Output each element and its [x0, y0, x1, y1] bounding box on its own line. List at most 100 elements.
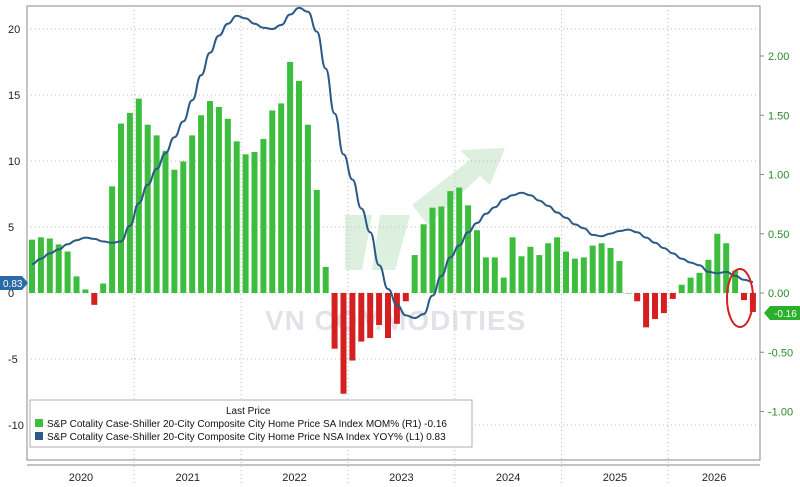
x-axis-years: 2020 2021 2022 2023 2024 2025 2026	[27, 464, 760, 484]
mom-bar	[118, 123, 124, 293]
mom-bar	[696, 272, 703, 293]
yoy-last-value: 0.83	[3, 279, 23, 290]
left-tick-label: -10	[8, 420, 24, 432]
mom-bar	[358, 293, 365, 342]
mom-bar	[242, 154, 249, 293]
mom-bar	[598, 243, 605, 293]
legend-item-yoy: S&P Cotality Case-Shiller 20-City Compos…	[47, 432, 446, 443]
highlight-circle	[726, 268, 754, 328]
year-label: 2020	[69, 472, 93, 484]
year-label: 2022	[282, 472, 306, 484]
mom-bar	[162, 150, 169, 293]
legend-item-mom: S&P Cotality Case-Shiller 20-City Compos…	[47, 419, 447, 430]
mom-bar	[180, 161, 187, 293]
yoy-last-value-tag: 0.83	[0, 276, 28, 290]
mom-bar	[456, 187, 463, 293]
mom-bar	[723, 243, 730, 293]
mom-bar	[554, 237, 561, 293]
mom-bar	[634, 293, 641, 302]
mom-bar	[429, 207, 436, 293]
mom-bar	[447, 191, 454, 293]
left-tick-label: 5	[8, 222, 14, 234]
left-tick-label: -5	[8, 354, 18, 366]
mom-bar	[402, 293, 409, 302]
mom-bar	[153, 135, 160, 293]
mom-bar	[625, 293, 632, 294]
mom-bars	[29, 61, 756, 394]
mom-bar	[580, 257, 587, 293]
left-axis-ticks: -10 -5 0 5 10 15 20	[8, 24, 24, 432]
mom-bar	[500, 277, 507, 293]
mom-bar	[340, 293, 347, 394]
mom-bar	[589, 245, 596, 293]
mom-bar	[616, 261, 623, 293]
mom-bar	[563, 251, 569, 293]
mom-bar	[669, 293, 676, 299]
mom-bar	[536, 255, 543, 293]
mom-last-value-tag: -0.16	[764, 306, 800, 320]
mom-bar	[82, 289, 89, 293]
mom-bar	[376, 293, 383, 325]
mom-bar	[643, 293, 650, 328]
year-label: 2023	[389, 472, 413, 484]
mom-bar	[278, 103, 285, 294]
mom-bar	[233, 141, 240, 293]
mom-bar	[189, 135, 196, 293]
mom-bar	[304, 124, 311, 293]
mom-bar	[474, 230, 480, 293]
left-tick-label: 20	[8, 24, 20, 36]
year-label: 2025	[603, 472, 627, 484]
legend-header: Last Price	[226, 406, 271, 417]
mom-bar	[126, 112, 133, 293]
mom-bar	[438, 206, 445, 293]
mom-bar	[171, 169, 178, 293]
legend-swatch-mom	[35, 419, 43, 427]
mom-bar	[55, 244, 62, 293]
mom-bar	[491, 257, 498, 293]
mom-bar	[714, 233, 721, 293]
yoy-line	[31, 6, 753, 320]
mom-bar	[367, 293, 374, 339]
mom-last-value: -0.16	[774, 309, 797, 320]
mom-bar	[465, 205, 472, 293]
right-axis-ticks: -1.00 -0.50 0.00 0.50 1.00 1.50 2.00	[760, 51, 793, 419]
right-tick-label: 1.50	[768, 110, 789, 122]
mom-bar	[527, 246, 534, 293]
mom-bar	[46, 238, 53, 293]
mom-bar	[571, 258, 578, 293]
right-tick-label: -1.00	[768, 407, 793, 419]
mom-bar	[509, 237, 516, 293]
mom-bar	[198, 115, 205, 293]
mom-bar	[296, 80, 302, 293]
mom-bar	[482, 257, 489, 293]
mom-bar	[732, 270, 739, 293]
left-tick-label: 0	[8, 288, 14, 300]
mom-bar	[251, 151, 258, 293]
mom-bar	[393, 293, 400, 324]
mom-bar	[313, 189, 320, 293]
mom-bar	[64, 251, 71, 293]
right-tick-label: 0.50	[768, 229, 789, 241]
mom-bar	[518, 256, 525, 293]
watermark-logo	[345, 148, 505, 270]
mom-bar	[269, 110, 276, 293]
mom-bar	[678, 284, 685, 293]
mom-bar	[322, 266, 329, 293]
mom-bar	[420, 224, 427, 293]
mom-bar	[37, 237, 44, 293]
mom-bar	[73, 276, 80, 293]
mom-bar	[741, 293, 747, 301]
mom-bar	[144, 124, 151, 293]
mom-bar	[652, 293, 658, 320]
legend-swatch-yoy	[35, 432, 43, 440]
left-tick-label: 10	[8, 156, 20, 168]
mom-bar	[260, 138, 267, 293]
mom-bar	[411, 255, 418, 293]
right-tick-label: 2.00	[768, 51, 789, 63]
year-label: 2026	[702, 472, 726, 484]
mom-bar	[660, 293, 667, 314]
mom-bar	[100, 283, 107, 293]
right-tick-label: 0.00	[768, 288, 789, 300]
mom-bar	[545, 243, 552, 293]
